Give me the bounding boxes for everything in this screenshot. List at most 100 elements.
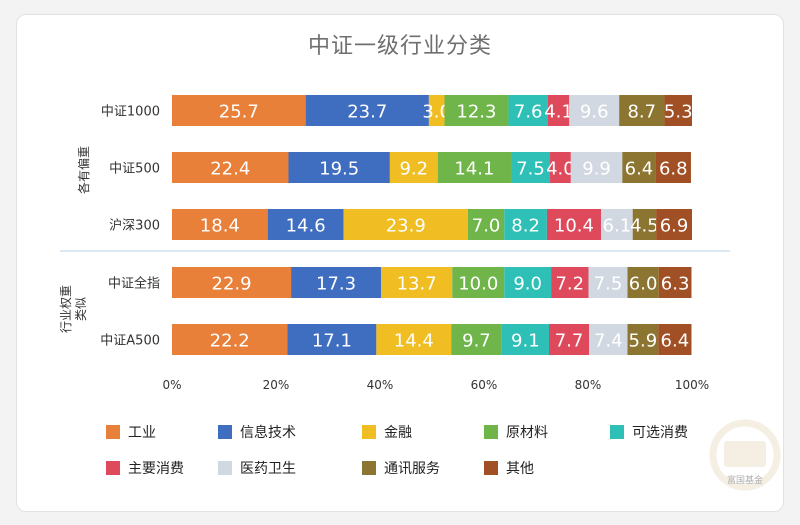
bar-segment [588,267,628,298]
data-label: 6.0 [629,274,658,295]
data-label: 6.1 [603,216,632,237]
bar-segment [172,267,292,298]
legend-swatch [484,425,498,439]
category-label: 沪深300 [109,218,160,234]
chart-title: 中证一级行业分类 [307,34,492,59]
data-label: 17.3 [316,274,356,295]
data-label: 6.8 [659,159,688,180]
data-label: 22.4 [210,159,250,180]
legend-label: 医药卫生 [240,461,296,477]
data-label: 14.4 [394,331,434,352]
data-label: 9.2 [399,159,428,180]
data-label: 6.9 [660,216,689,237]
legend-label: 工业 [128,425,156,441]
bar-segment [437,152,512,183]
legend-label: 可选消费 [632,425,688,441]
data-label: 10.4 [554,216,594,237]
legend-swatch [218,425,232,439]
data-label: 13.7 [397,274,437,295]
data-label: 6.4 [661,331,690,352]
bar-segment [172,324,288,355]
bar-segment [504,209,547,240]
data-label: 23.9 [386,216,426,237]
data-label: 17.1 [312,331,352,352]
category-label: 中证A500 [100,334,160,349]
bar-segment [656,209,692,240]
bar-segment [547,95,570,126]
legend-swatch [106,461,120,475]
bar-segment [511,152,551,183]
bar-segment [601,209,633,240]
data-label: 7.7 [555,331,584,352]
x-tick-label: 100% [675,378,709,392]
bar-segment [267,209,344,240]
bar-segment [305,95,429,126]
bar-segment [589,324,628,355]
data-label: 9.9 [582,159,611,180]
x-tick-label: 80% [575,378,602,392]
bar-segment [172,209,268,240]
data-label: 22.9 [212,274,252,295]
legend-swatch [362,461,376,475]
x-tick-label: 40% [367,378,394,392]
bar-segment [658,324,692,355]
data-label: 4.5 [630,216,659,237]
bar-segment [288,152,390,183]
data-label: 7.0 [472,216,501,237]
data-label: 9.0 [513,274,542,295]
category-label: 中证1000 [101,105,160,120]
bar-segment [504,267,552,298]
legend-label: 原材料 [506,425,548,441]
legend-label: 其他 [506,461,534,477]
data-label: 18.4 [200,216,240,237]
bar-segment [622,152,656,183]
data-label: 7.6 [514,102,543,123]
bar-segment [546,209,601,240]
data-label: 7.5 [594,274,623,295]
data-label: 25.7 [219,102,259,123]
bar-segment [551,267,589,298]
data-label: 6.3 [661,274,690,295]
data-label: 23.7 [347,102,387,123]
data-label: 4.1 [544,102,573,123]
bar-segment [550,152,571,183]
bar-segment [172,152,289,183]
bar-segment [444,95,509,126]
legend-label: 金融 [384,425,412,441]
legend-swatch [362,425,376,439]
group-label: 各有偏重 [76,146,91,194]
bar-segment [287,324,377,355]
data-label: 9.7 [462,331,491,352]
bar-segment [428,95,445,126]
data-label: 8.2 [511,216,540,237]
x-tick-label: 20% [263,378,290,392]
data-label: 14.1 [454,159,494,180]
bar-segment [343,209,468,240]
legend-swatch [106,425,120,439]
watermark-logo [709,419,781,491]
category-label: 中证全指 [108,276,160,292]
bar-segment [172,95,306,126]
group-label: 行业权重类似 [59,285,88,333]
data-label: 22.2 [210,331,250,352]
bar-segment [376,324,452,355]
data-label: 6.4 [625,159,654,180]
bar-segment [619,95,665,126]
bar-segment [627,324,659,355]
bar-segment [508,95,548,126]
x-tick-label: 60% [471,378,498,392]
bar-segment [627,267,659,298]
bar-segment [664,95,692,126]
data-label: 7.5 [516,159,545,180]
data-label: 14.6 [286,216,326,237]
legend-label: 主要消费 [128,461,184,477]
legend-label: 通讯服务 [384,461,440,477]
bar-segment [655,152,691,183]
bar-segment [467,209,505,240]
data-label: 7.2 [555,274,584,295]
data-label: 4.0 [546,159,575,180]
legend-swatch [610,425,624,439]
bar-segment [451,324,502,355]
bar-segment [570,152,623,183]
